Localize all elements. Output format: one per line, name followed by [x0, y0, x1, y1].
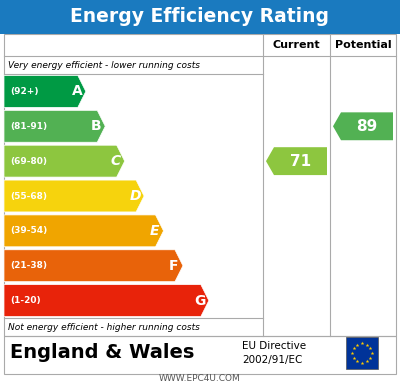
- Text: F: F: [169, 259, 179, 273]
- Polygon shape: [266, 147, 327, 175]
- Text: (81-91): (81-91): [10, 122, 47, 131]
- Text: Current: Current: [273, 40, 320, 50]
- Text: B: B: [91, 119, 102, 133]
- Polygon shape: [4, 180, 144, 212]
- Text: (55-68): (55-68): [10, 192, 47, 201]
- FancyBboxPatch shape: [346, 337, 378, 369]
- Text: D: D: [129, 189, 141, 203]
- Polygon shape: [4, 110, 105, 142]
- Text: WWW.EPC4U.COM: WWW.EPC4U.COM: [159, 374, 241, 383]
- Polygon shape: [4, 250, 183, 282]
- Text: A: A: [72, 85, 82, 99]
- Text: C: C: [111, 154, 121, 168]
- Polygon shape: [4, 76, 86, 107]
- Text: 71: 71: [290, 154, 311, 169]
- Bar: [4, 34, 396, 336]
- Bar: [0, 0, 400, 34]
- Text: Not energy efficient - higher running costs: Not energy efficient - higher running co…: [8, 322, 200, 331]
- Text: (21-38): (21-38): [10, 261, 47, 270]
- Polygon shape: [4, 215, 164, 247]
- Text: Very energy efficient - lower running costs: Very energy efficient - lower running co…: [8, 61, 200, 69]
- Text: Energy Efficiency Rating: Energy Efficiency Rating: [70, 7, 330, 26]
- Polygon shape: [4, 145, 125, 177]
- Text: E: E: [150, 224, 159, 238]
- Bar: [4, 336, 396, 374]
- Text: 89: 89: [356, 119, 378, 134]
- Polygon shape: [333, 113, 393, 140]
- Text: (39-54): (39-54): [10, 226, 47, 236]
- Text: (92+): (92+): [10, 87, 38, 96]
- Text: Potential: Potential: [335, 40, 391, 50]
- Text: G: G: [194, 294, 206, 308]
- Polygon shape: [4, 285, 209, 317]
- Text: (69-80): (69-80): [10, 157, 47, 166]
- Text: EU Directive
2002/91/EC: EU Directive 2002/91/EC: [242, 341, 306, 365]
- Text: (1-20): (1-20): [10, 296, 41, 305]
- Text: England & Wales: England & Wales: [10, 343, 194, 362]
